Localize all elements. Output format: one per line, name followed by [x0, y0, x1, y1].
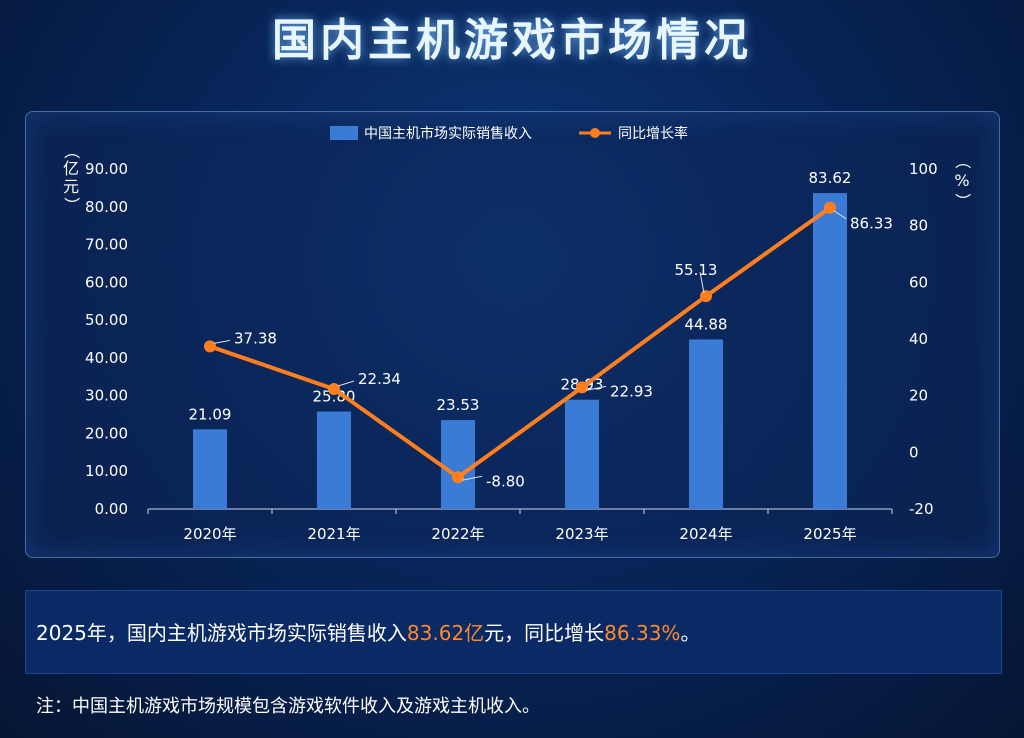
growth-data-label: -8.80 [486, 472, 525, 490]
page-title: 国内主机游戏市场情况 [272, 15, 752, 66]
y-left-label-char: （ [62, 143, 81, 159]
y-right-tick-label: 80 [909, 217, 928, 235]
y-left-tick-label: 10.00 [85, 462, 128, 480]
y-right-label-char: （ [953, 153, 972, 169]
x-tick-label: 2022年 [431, 525, 484, 543]
summary-prefix: 2025年，国内主机游戏市场实际销售收入 [36, 621, 407, 645]
y-right-label-char: % [954, 171, 969, 190]
y-left-tick-label: 60.00 [85, 273, 128, 291]
legend-line-marker [590, 128, 600, 138]
y-left-label-char: 亿 [63, 159, 79, 178]
y-right-tick-label: 0 [909, 443, 919, 461]
growth-leader-line [337, 380, 355, 387]
x-tick-label: 2020年 [183, 525, 236, 543]
y-right-tick-label: 100 [909, 160, 938, 178]
y-right-tick-label: 40 [909, 330, 928, 348]
legend-bar-swatch [330, 126, 358, 140]
growth-data-label: 37.38 [234, 329, 277, 347]
y-left-tick-label: 0.00 [95, 500, 128, 518]
summary-suffix: 。 [680, 621, 701, 645]
bar-data-label: 23.53 [437, 396, 480, 414]
chart-panel: 中国主机市场实际销售收入 同比增长率（亿元）（%） 0.00 10.00 20.00 30… [25, 111, 1000, 558]
y-right-tick-label: 20 [909, 387, 928, 405]
summary-growth: 86.33% [604, 621, 681, 645]
growth-leader-line [833, 210, 847, 220]
y-left-tick-label: 40.00 [85, 349, 128, 367]
growth-point [824, 201, 836, 214]
bar [193, 429, 227, 509]
growth-data-label: 55.13 [675, 261, 718, 279]
bar [441, 420, 475, 509]
growth-leader-line [461, 475, 483, 481]
y-right-tick-label: -20 [909, 500, 934, 518]
x-tick-label: 2021年 [307, 525, 360, 543]
growth-point [204, 340, 216, 353]
bar-data-label: 25.80 [313, 388, 356, 406]
growth-leader-line [213, 339, 231, 344]
bar [317, 411, 351, 509]
y-left-label-char: 元 [63, 177, 79, 196]
bar [565, 399, 599, 509]
y-left-tick-label: 50.00 [85, 311, 128, 329]
growth-point [700, 290, 712, 303]
y-left-tick-label: 90.00 [85, 160, 128, 178]
bar [689, 339, 723, 509]
x-tick-label: 2025年 [803, 525, 856, 543]
y-left-tick-label: 30.00 [85, 387, 128, 405]
legend-bar-label: 中国主机市场实际销售收入 [364, 125, 532, 142]
y-left-tick-label: 80.00 [85, 198, 128, 216]
y-left-tick-label: 70.00 [85, 236, 128, 254]
growth-point [328, 383, 340, 396]
x-tick-label: 2023年 [555, 525, 608, 543]
summary-box: 2025年，国内主机游戏市场实际销售收入83.62亿元，同比增长86.33%。 [25, 590, 1002, 674]
summary-middle: 元，同比增长 [484, 621, 605, 645]
summary-text: 2025年，国内主机游戏市场实际销售收入83.62亿元，同比增长86.33%。 [36, 617, 700, 646]
y-right-tick-label: 60 [909, 273, 928, 291]
revenue-growth-chart: 中国主机市场实际销售收入 同比增长率（亿元）（%）0.0010.0020.0030… [62, 125, 972, 543]
growth-point [576, 381, 588, 394]
bar-data-label: 21.09 [189, 405, 232, 423]
bar-data-label: 44.88 [685, 315, 728, 333]
y-left-label-char: ） [62, 197, 81, 213]
footnote: 注：中国主机游戏市场规模包含游戏软件收入及游戏主机收入。 [36, 696, 540, 717]
bar-data-label: 83.62 [809, 169, 852, 187]
growth-point [452, 471, 464, 484]
growth-leader-line [585, 385, 607, 391]
growth-data-label: 22.34 [358, 370, 401, 388]
growth-leader-line [699, 272, 705, 294]
growth-data-label: 86.33 [850, 215, 893, 233]
y-left-tick-label: 20.00 [85, 424, 128, 442]
growth-line [209, 206, 832, 480]
legend-line-label: 同比增长率 [618, 125, 688, 142]
summary-revenue: 83.62亿 [406, 621, 485, 645]
y-right-label-char: ） [953, 193, 972, 209]
growth-data-label: 22.93 [610, 382, 653, 400]
x-tick-label: 2024年 [679, 525, 732, 543]
bar [813, 193, 847, 509]
